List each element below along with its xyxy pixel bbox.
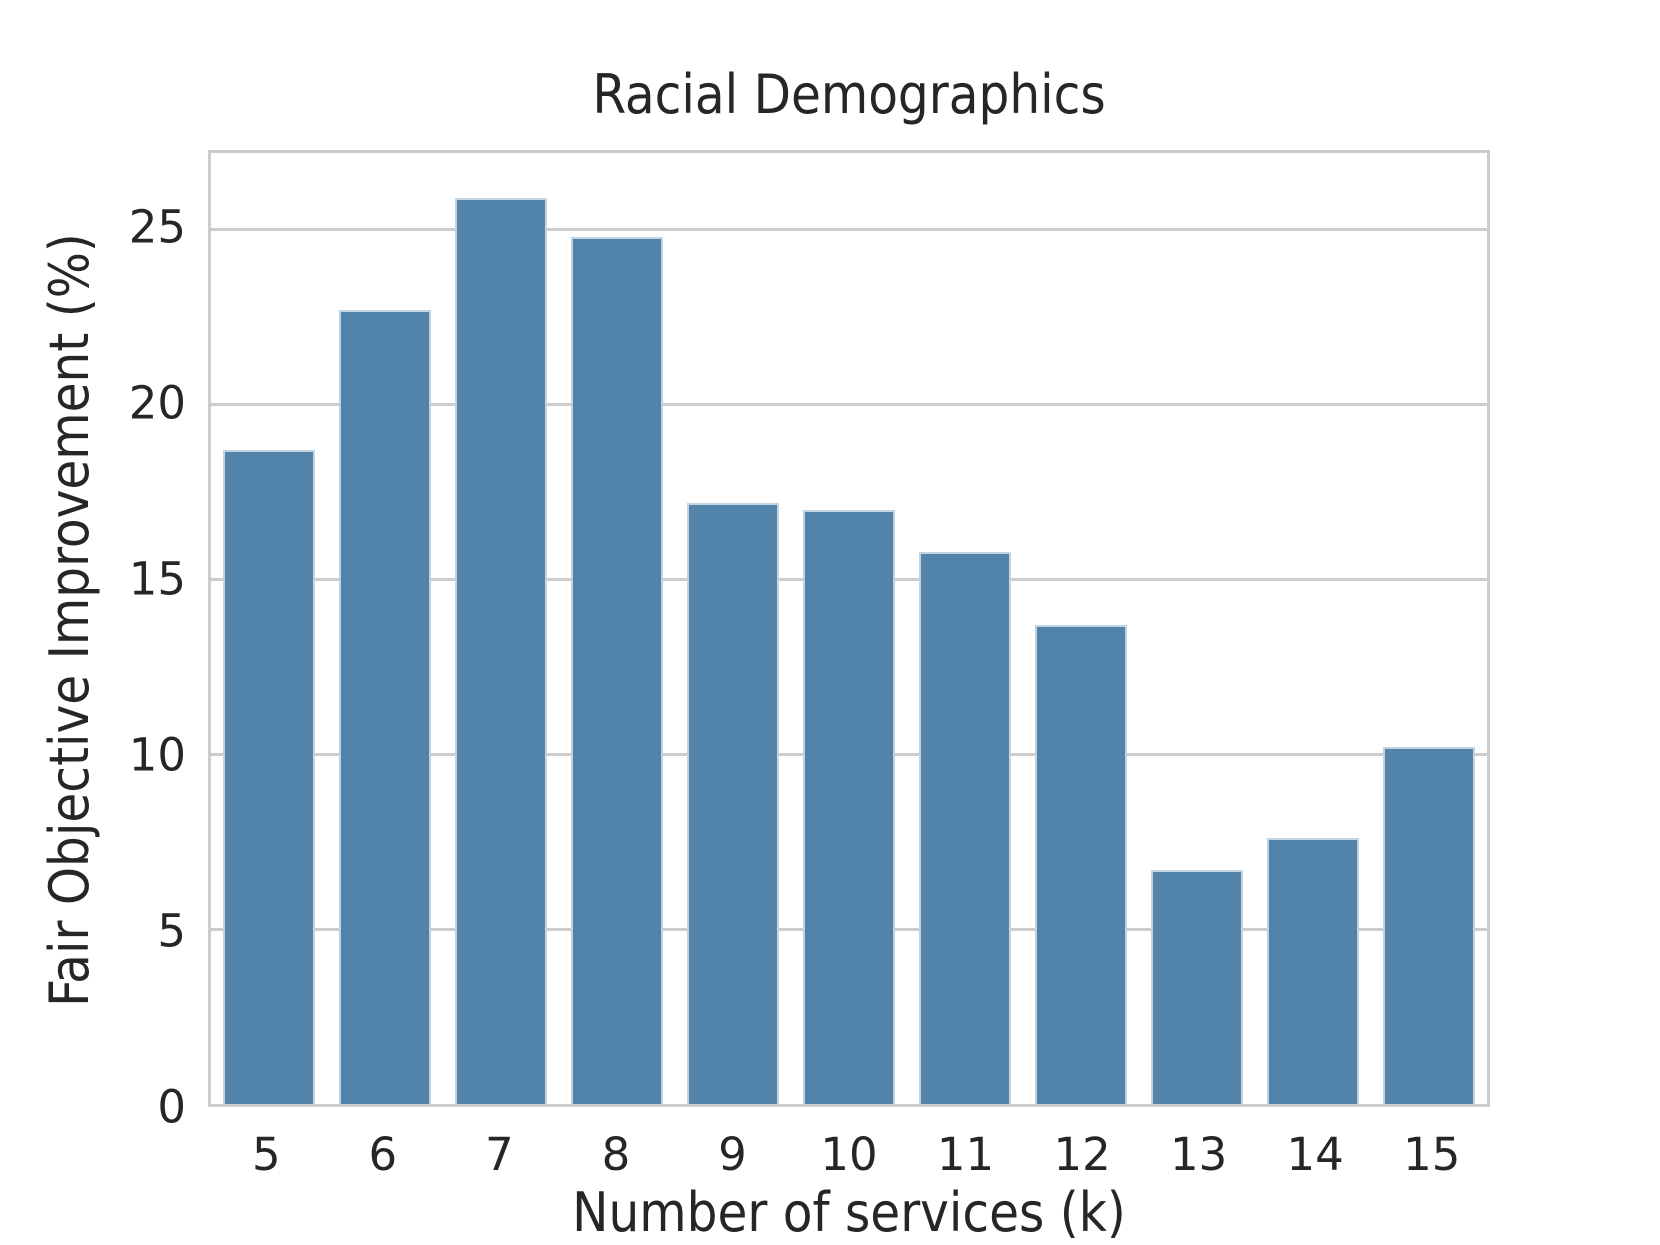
ytick-label-10: 10	[128, 728, 186, 782]
xtick-label-12: 12	[1053, 1128, 1111, 1181]
ytick-label-25: 25	[128, 200, 186, 254]
xtick-label-8: 8	[601, 1128, 631, 1181]
y-axis-label: Fair Objective Improvement (%)	[38, 233, 101, 1007]
xtick-label-11: 11	[936, 1128, 995, 1181]
plot-area	[208, 150, 1490, 1107]
gridline-y-20	[211, 403, 1487, 407]
bar-k-10	[802, 509, 896, 1104]
ytick-label-15: 15	[128, 552, 186, 606]
xtick-label-13: 13	[1169, 1128, 1228, 1181]
bar-k-15	[1382, 747, 1476, 1104]
xtick-label-15: 15	[1403, 1128, 1461, 1181]
x-axis-label: Number of services (k)	[572, 1181, 1126, 1244]
bar-k-7	[454, 198, 548, 1104]
xtick-label-6: 6	[368, 1128, 398, 1181]
bar-k-5	[222, 450, 316, 1104]
xtick-label-9: 9	[718, 1128, 747, 1181]
xtick-label-7: 7	[485, 1128, 514, 1181]
bar-k-9	[686, 502, 780, 1104]
gridline-y-25	[211, 228, 1487, 232]
xtick-label-5: 5	[251, 1128, 281, 1181]
bar-k-8	[570, 236, 664, 1104]
ytick-label-20: 20	[128, 376, 186, 430]
bar-k-11	[918, 551, 1012, 1104]
bar-k-14	[1266, 838, 1360, 1104]
chart-title: Racial Demographics	[592, 63, 1106, 126]
bar-k-6	[338, 310, 432, 1104]
bar-k-13	[1150, 869, 1244, 1104]
ytick-label-0: 0	[157, 1080, 186, 1134]
xtick-label-14: 14	[1286, 1128, 1344, 1181]
bar-k-12	[1034, 625, 1128, 1104]
xtick-label-10: 10	[820, 1128, 878, 1181]
ytick-label-5: 5	[157, 904, 186, 958]
